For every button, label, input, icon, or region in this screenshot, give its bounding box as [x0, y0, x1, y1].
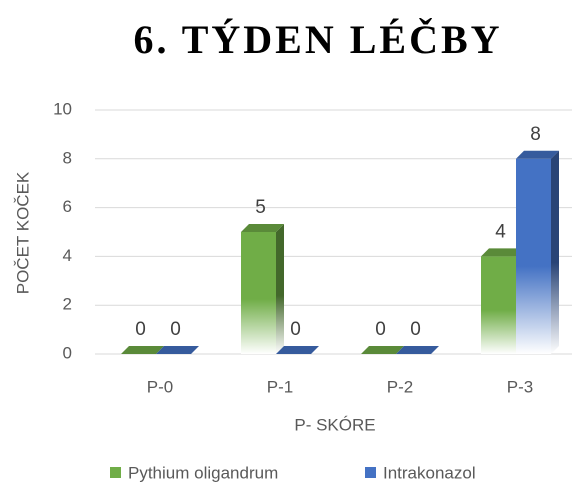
x-tick-label: P-2: [387, 377, 413, 396]
legend-swatch: [110, 467, 121, 478]
chart-title: 6. TÝDEN LÉČBY: [133, 17, 502, 62]
data-label: 0: [375, 319, 386, 340]
data-label: 0: [170, 319, 181, 340]
bar-top: [156, 346, 199, 354]
data-label: 5: [255, 197, 266, 218]
data-label: 0: [135, 319, 146, 340]
data-label: 8: [530, 124, 541, 145]
bar-side: [276, 224, 284, 354]
bar-top: [121, 346, 164, 354]
x-tick-label: P-3: [507, 377, 533, 396]
bar-top: [276, 346, 319, 354]
x-tick-label: P-0: [147, 377, 173, 396]
legend-label: Pythium oligandrum: [128, 463, 278, 482]
x-tick-label: P-1: [267, 377, 293, 396]
y-tick-label: 4: [63, 246, 72, 265]
data-label: 0: [290, 319, 301, 340]
legend-label: Intrakonazol: [383, 463, 476, 482]
bar-top: [396, 346, 439, 354]
y-tick-label: 0: [63, 343, 72, 362]
bar: [241, 232, 276, 354]
data-label: 0: [410, 319, 421, 340]
bar: [516, 158, 551, 354]
y-tick-label: 6: [63, 197, 72, 216]
y-tick-label: 10: [53, 99, 72, 118]
x-axis-title: P- SKÓRE: [294, 415, 375, 434]
y-axis-title: POČET KOČEK: [13, 171, 32, 294]
bar-top: [516, 150, 559, 159]
y-tick-label: 2: [63, 295, 72, 314]
bar: [481, 256, 516, 354]
bar-top: [241, 224, 284, 232]
bar-top: [481, 248, 524, 257]
legend-swatch: [365, 467, 376, 478]
bar-side: [551, 150, 559, 354]
data-label: 4: [495, 221, 506, 242]
y-tick-label: 8: [63, 148, 72, 167]
bar-top: [361, 346, 404, 354]
